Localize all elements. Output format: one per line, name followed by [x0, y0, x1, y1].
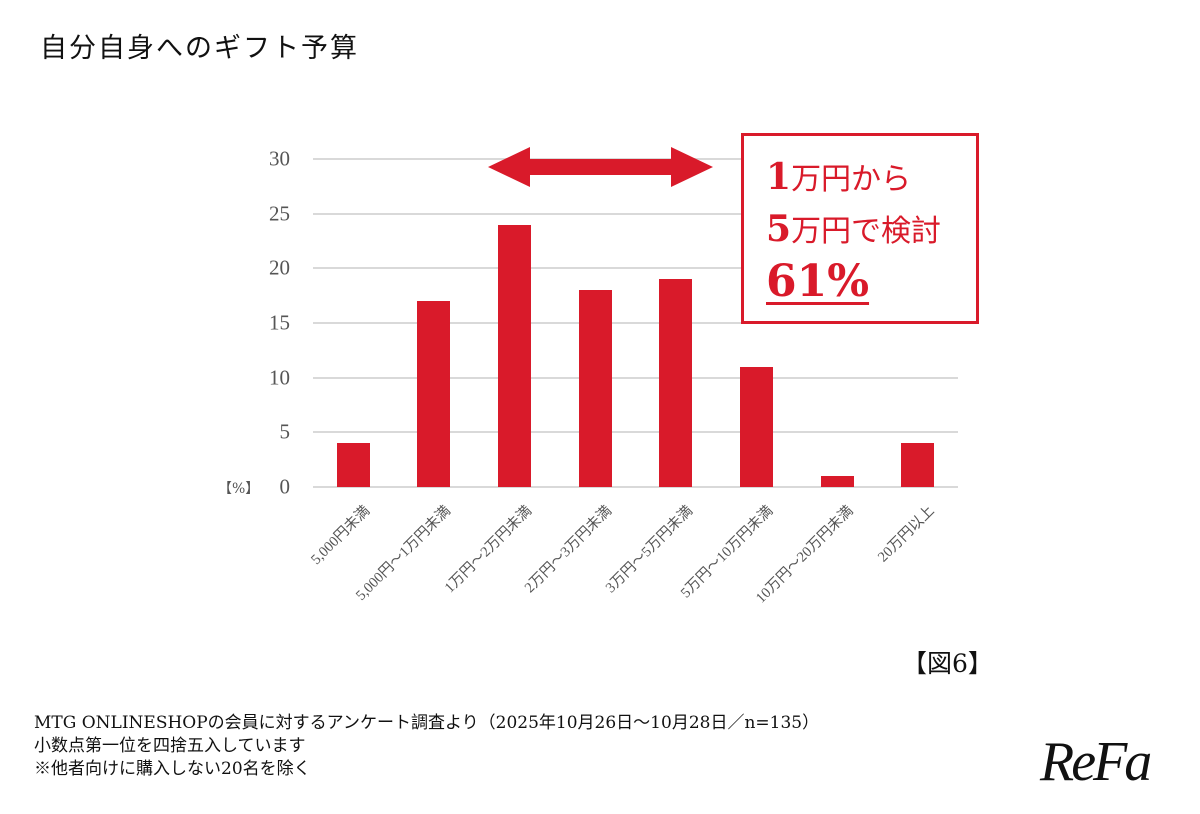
bar — [820, 476, 854, 487]
footnotes: MTG ONLINESHOPの会員に対するアンケート調査より（2025年10月2… — [34, 712, 819, 781]
figure-label: 【図6】 — [902, 649, 993, 678]
bar — [739, 366, 773, 487]
y-tick-label: 30 — [269, 146, 290, 171]
footnote-exclusion: ※他者向けに購入しない20名を除く — [34, 759, 311, 779]
callout-line-1: 1万円から — [766, 156, 912, 198]
bar — [498, 224, 532, 487]
footnote-rounding: 小数点第一位を四捨五入しています — [34, 736, 306, 756]
y-tick-label: 5 — [279, 419, 291, 444]
y-tick-label: 15 — [269, 310, 290, 335]
gridline — [313, 212, 958, 215]
bar — [578, 290, 612, 487]
y-tick-label: 10 — [269, 365, 290, 390]
callout-line-2: 5万円で検討 — [766, 208, 942, 250]
y-tick-label: 25 — [269, 201, 290, 226]
gridline — [313, 431, 958, 434]
gridline — [313, 267, 958, 270]
bar — [901, 443, 935, 487]
page-title: 自分自身へのギフト予算 — [40, 33, 359, 64]
bar — [659, 279, 693, 487]
gridline — [313, 322, 958, 324]
y-axis-unit: 【%】 — [218, 481, 260, 497]
y-tick-label: 0 — [279, 474, 291, 499]
bar — [417, 301, 451, 487]
bar — [336, 443, 370, 487]
x-tick-label: 5,000円未満 — [308, 502, 374, 568]
x-tick-label: 20万円以上 — [874, 502, 938, 566]
summary-callout: 1万円から 5万円で検討 61% — [741, 133, 979, 324]
gridline — [313, 486, 958, 488]
footnote-source: MTG ONLINESHOPの会員に対するアンケート調査より（2025年10月2… — [34, 713, 820, 733]
y-tick-label: 20 — [269, 255, 290, 280]
refa-logo: ReFa — [1040, 731, 1152, 793]
double-arrow-icon — [488, 147, 713, 187]
gridline — [313, 376, 958, 379]
callout-percentage: 61% — [766, 256, 870, 307]
